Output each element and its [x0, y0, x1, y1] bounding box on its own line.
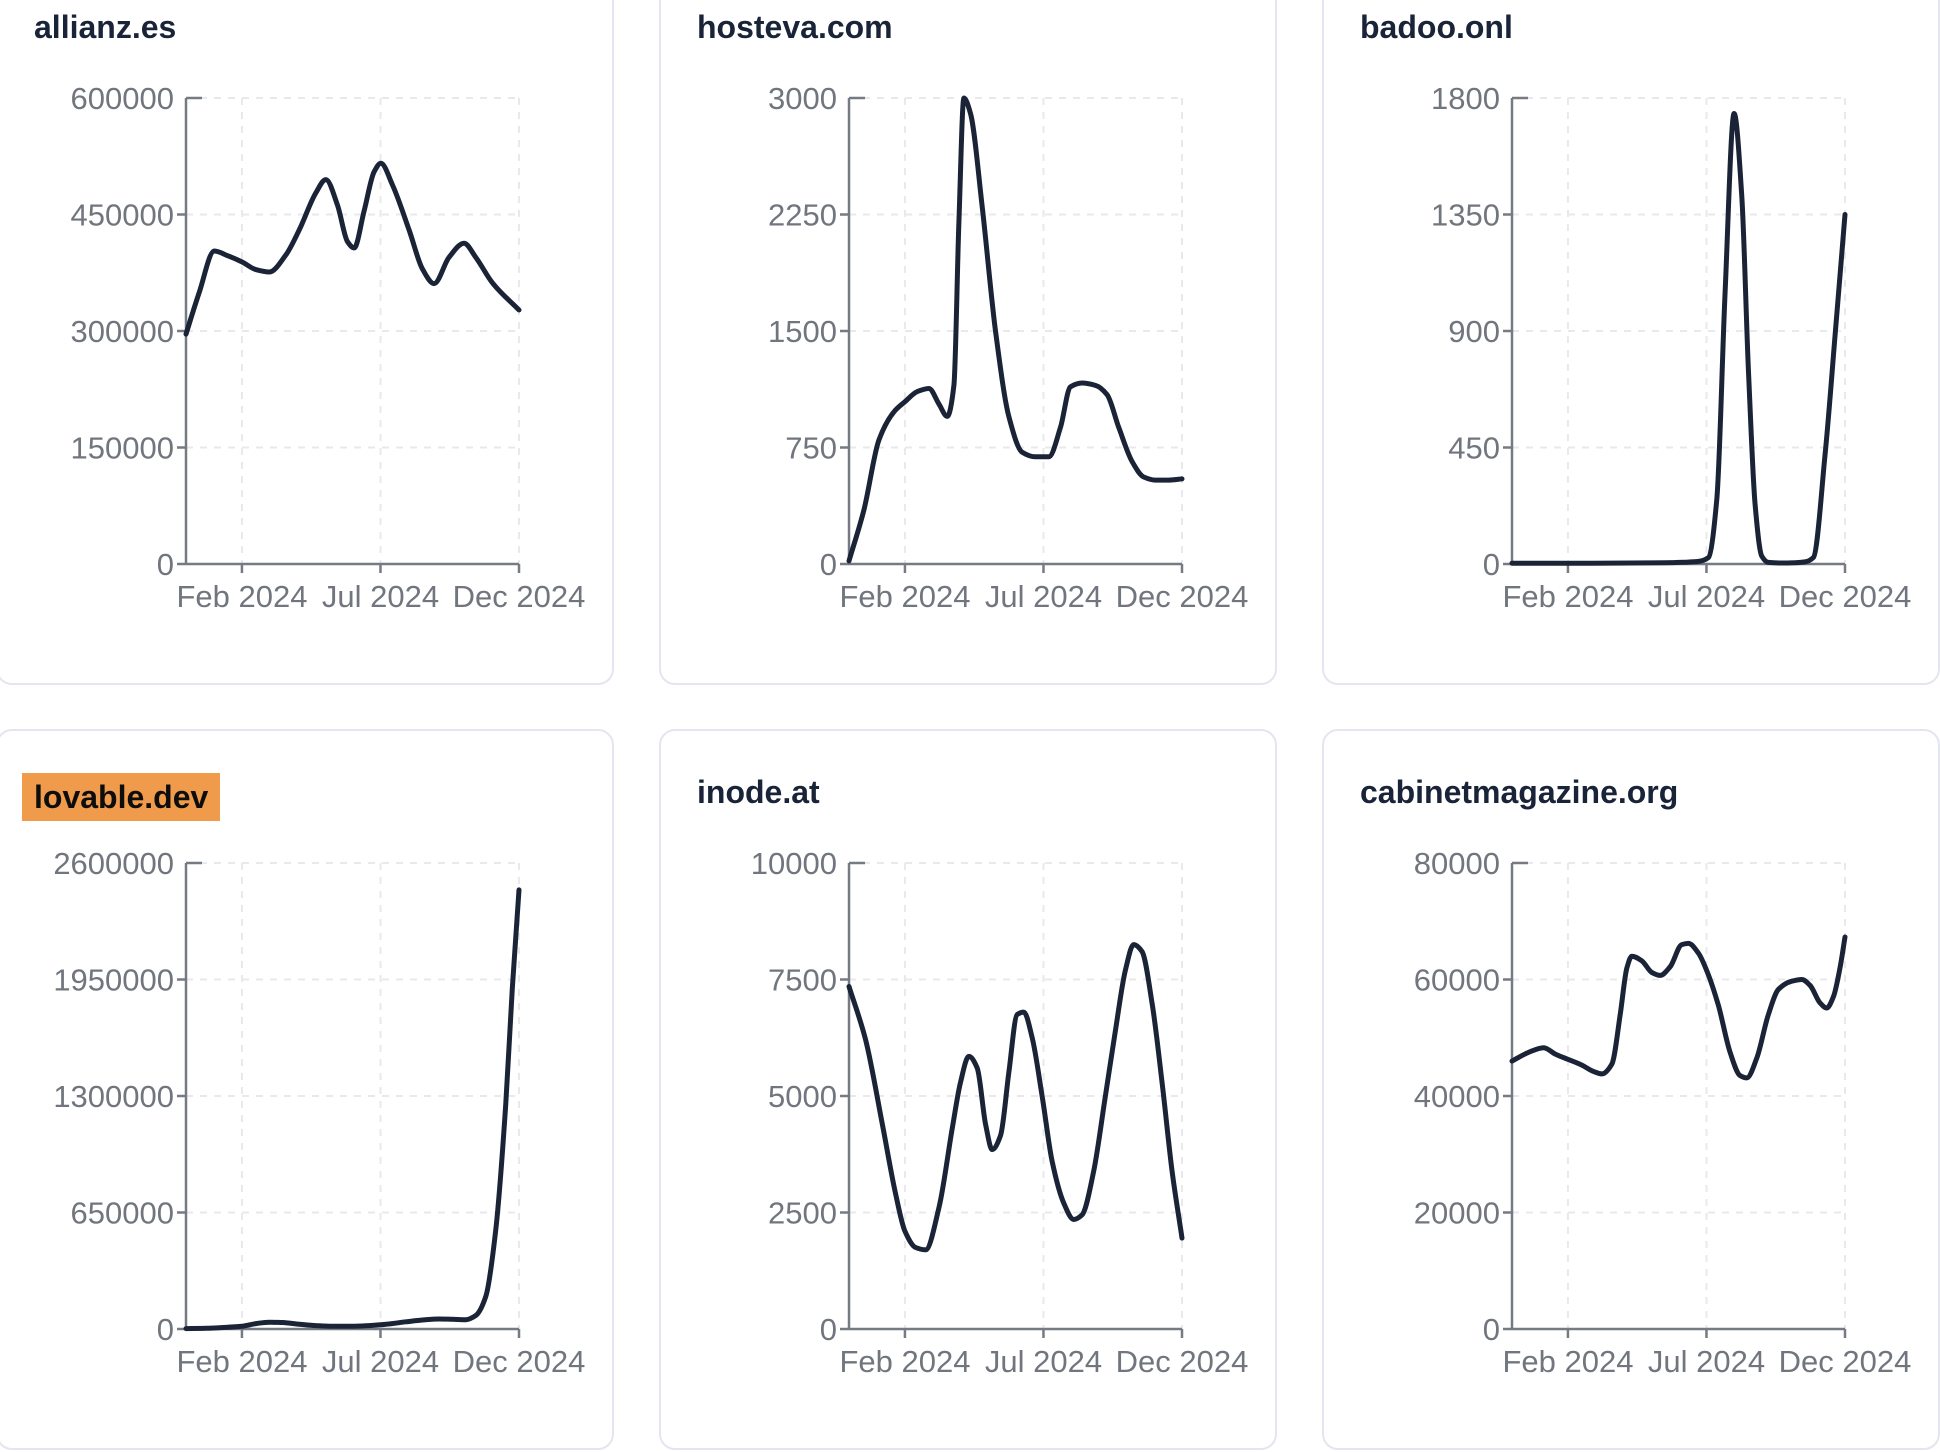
x-tick-label: Dec 2024 — [1116, 1344, 1249, 1379]
chart-card-hosteva-com[interactable]: hosteva.com 0 750 1500 2250 3000 Feb 2024 Jul … — [659, 0, 1277, 685]
y-tick-label: 1350 — [1431, 198, 1500, 233]
y-tick-label: 0 — [1483, 1312, 1500, 1347]
x-tick-label: Feb 2024 — [1502, 579, 1633, 614]
y-tick-label: 2500 — [768, 1196, 837, 1231]
domain-name-label: cabinetmagazine.org — [1360, 774, 1679, 810]
x-tick-label: Feb 2024 — [839, 1344, 970, 1379]
y-tick-label: 0 — [157, 547, 174, 582]
y-tick-label: 300000 — [71, 314, 174, 349]
x-tick-label: Feb 2024 — [176, 1344, 307, 1379]
x-tick-label: Jul 2024 — [1648, 579, 1765, 614]
x-tick-label: Feb 2024 — [1502, 1344, 1633, 1379]
domain-name-label: inode.at — [697, 774, 820, 810]
chart-card-badoo-onl[interactable]: badoo.onl 0 450 900 1350 1800 Feb 2024 Jul 202… — [1322, 0, 1940, 685]
chart-card-cabinetmagazine-org[interactable]: cabinetmagazine.org 0 20000 40000 60000 8000… — [1322, 729, 1940, 1450]
y-tick-label: 5000 — [768, 1079, 837, 1114]
x-tick-label: Jul 2024 — [322, 579, 439, 614]
series-line — [1509, 111, 1848, 566]
y-tick-label: 1800 — [1431, 81, 1500, 116]
series-line — [846, 942, 1185, 1253]
chart-title: badoo.onl — [1360, 8, 1513, 46]
y-tick-label: 7500 — [768, 963, 837, 998]
y-tick-label: 0 — [1483, 547, 1500, 582]
domain-name-label: hosteva.com — [697, 9, 893, 45]
domain-name-label: badoo.onl — [1360, 9, 1513, 45]
y-tick-label: 1300000 — [53, 1079, 174, 1114]
chart-title: lovable.dev — [22, 773, 221, 822]
chart-title: allianz.es — [34, 8, 176, 46]
traffic-line-chart: 0 750 1500 2250 3000 Feb 2024 Jul 2024 Dec 2024 — [768, 81, 1249, 614]
chart-title: hosteva.com — [697, 8, 893, 46]
y-tick-label: 20000 — [1414, 1196, 1500, 1231]
traffic-line-chart: 0 2500 5000 7500 10000 Feb 2024 Jul 2024 Dec 20… — [751, 846, 1249, 1379]
y-tick-label: 900 — [1448, 314, 1500, 349]
y-tick-label: 450000 — [71, 198, 174, 233]
y-tick-label: 450 — [1448, 431, 1500, 466]
chart-title: inode.at — [697, 773, 820, 811]
y-tick-label: 40000 — [1414, 1079, 1500, 1114]
y-tick-label: 150000 — [71, 431, 174, 466]
series-line — [846, 95, 1185, 564]
y-tick-label: 2250 — [768, 198, 837, 233]
x-tick-label: Jul 2024 — [322, 1344, 439, 1379]
y-tick-label: 650000 — [71, 1196, 174, 1231]
x-tick-label: Feb 2024 — [176, 579, 307, 614]
y-tick-label: 80000 — [1414, 846, 1500, 881]
domain-name-label: allianz.es — [34, 9, 177, 45]
domain-name-label-highlighted: lovable.dev — [22, 773, 221, 822]
chart-card-lovable-dev[interactable]: lovable.dev 0 650000 1300000 1950000 2600000… — [0, 729, 614, 1450]
x-tick-label: Dec 2024 — [1116, 579, 1249, 614]
series-line — [1509, 934, 1848, 1081]
y-tick-label: 750 — [785, 431, 837, 466]
x-tick-label: Dec 2024 — [453, 1344, 586, 1379]
x-tick-label: Dec 2024 — [1779, 579, 1912, 614]
y-tick-label: 600000 — [71, 81, 174, 116]
y-tick-label: 1950000 — [53, 963, 174, 998]
traffic-line-chart: 0 450 900 1350 1800 Feb 2024 Jul 2024 Dec 2024 — [1431, 81, 1912, 614]
y-tick-label: 3000 — [768, 81, 837, 116]
chart-title: cabinetmagazine.org — [1360, 773, 1678, 811]
x-tick-label: Jul 2024 — [985, 579, 1102, 614]
x-tick-label: Jul 2024 — [985, 1344, 1102, 1379]
x-tick-label: Jul 2024 — [1648, 1344, 1765, 1379]
y-tick-label: 0 — [157, 1312, 174, 1347]
y-tick-label: 0 — [820, 547, 837, 582]
series-line — [183, 160, 522, 337]
traffic-line-chart: 0 650000 1300000 1950000 2600000 Feb 2024 Jul … — [53, 846, 586, 1379]
y-tick-label: 60000 — [1414, 963, 1500, 998]
y-tick-label: 2600000 — [53, 846, 174, 881]
y-tick-label: 1500 — [768, 314, 837, 349]
chart-card-allianz-es[interactable]: allianz.es 0 150000 300000 450000 600000 Feb … — [0, 0, 614, 685]
chart-card-inode-at[interactable]: inode.at 0 2500 5000 7500 10000 Feb 2024 Jul 2… — [659, 729, 1277, 1450]
traffic-line-chart: 0 20000 40000 60000 80000 Feb 2024 Jul 2024 Dec… — [1414, 846, 1912, 1379]
y-tick-label: 0 — [820, 1312, 837, 1347]
traffic-line-chart: 0 150000 300000 450000 600000 Feb 2024 Jul 202… — [71, 81, 586, 614]
y-tick-label: 10000 — [751, 846, 837, 881]
x-tick-label: Feb 2024 — [839, 579, 970, 614]
series-line — [183, 887, 522, 1332]
x-tick-label: Dec 2024 — [1779, 1344, 1912, 1379]
x-tick-label: Dec 2024 — [453, 579, 586, 614]
